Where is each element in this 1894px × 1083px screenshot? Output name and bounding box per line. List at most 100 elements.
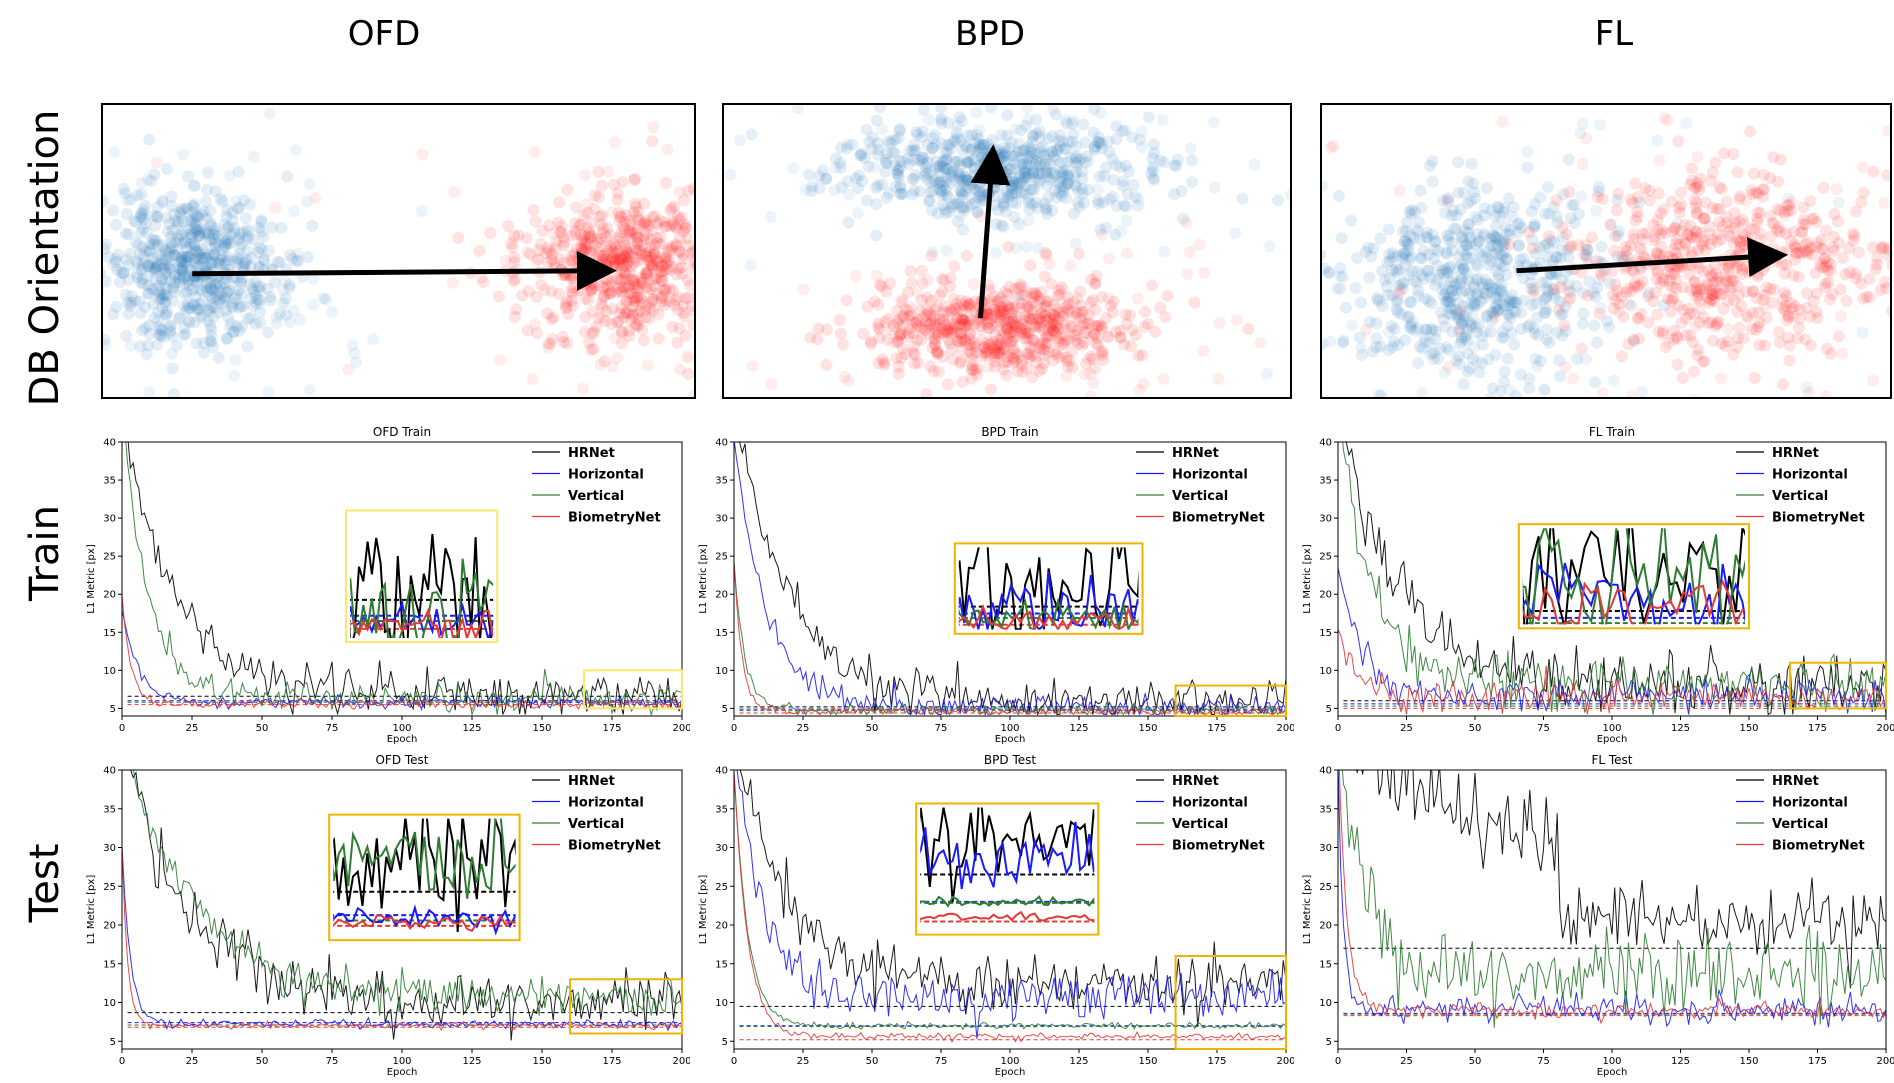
y-axis-label: L1 Metric [px] xyxy=(86,875,97,945)
x-tick-label: 150 xyxy=(1138,1056,1157,1067)
x-axis-label: Epoch xyxy=(995,734,1026,745)
y-tick-label: 40 xyxy=(103,438,116,449)
column-title-bpd: BPD xyxy=(840,14,1140,54)
y-tick-label: 40 xyxy=(715,438,728,449)
x-tick-label: 200 xyxy=(1876,1056,1894,1067)
x-tick-label: 200 xyxy=(1276,723,1294,734)
blue-cluster xyxy=(103,105,493,399)
x-tick-label: 150 xyxy=(1138,723,1157,734)
x-tick-label: 0 xyxy=(119,1056,125,1067)
scatter-panel-fl xyxy=(1320,103,1892,399)
legend-entry: Horizontal xyxy=(1172,796,1248,811)
column-title-fl: FL xyxy=(1464,14,1764,54)
y-tick-label: 30 xyxy=(103,843,116,854)
red-cluster xyxy=(724,210,1292,399)
y-tick-label: 25 xyxy=(1319,882,1332,893)
y-tick-label: 20 xyxy=(715,921,728,932)
y-tick-label: 10 xyxy=(1319,998,1332,1009)
y-tick-label: 30 xyxy=(1319,514,1332,525)
x-tick-label: 75 xyxy=(1537,1056,1550,1067)
y-tick-label: 40 xyxy=(103,766,116,777)
y-axis-label: L1 Metric [px] xyxy=(1302,544,1313,614)
x-tick-label: 100 xyxy=(392,1056,411,1067)
chart-title: OFD Test xyxy=(375,753,428,767)
y-tick-label: 35 xyxy=(103,476,116,487)
legend-entry: HRNet xyxy=(568,774,615,789)
x-axis-label: Epoch xyxy=(1597,734,1628,745)
x-tick-label: 125 xyxy=(1069,1056,1088,1067)
y-tick-label: 35 xyxy=(715,476,728,487)
x-tick-label: 0 xyxy=(1335,1056,1341,1067)
x-tick-label: 125 xyxy=(462,1056,481,1067)
y-tick-label: 10 xyxy=(103,998,116,1009)
x-tick-label: 175 xyxy=(1207,1056,1226,1067)
x-axis-label: Epoch xyxy=(387,1067,418,1078)
x-tick-label: 50 xyxy=(866,723,879,734)
legend-entry: Horizontal xyxy=(1772,468,1848,483)
legend-entry: BiometryNet xyxy=(1172,511,1265,526)
x-tick-label: 175 xyxy=(602,723,621,734)
chart-title: BPD Train xyxy=(981,425,1038,439)
y-tick-label: 35 xyxy=(1319,476,1332,487)
y-tick-label: 20 xyxy=(103,921,116,932)
y-tick-label: 5 xyxy=(1326,1037,1332,1048)
legend-entry: Vertical xyxy=(568,817,624,832)
y-tick-label: 25 xyxy=(715,882,728,893)
y-tick-label: 20 xyxy=(1319,590,1332,601)
scatter-panel-bpd xyxy=(722,103,1292,399)
x-tick-label: 200 xyxy=(1876,723,1894,734)
scatter-svg-ofd xyxy=(103,105,696,399)
x-tick-label: 175 xyxy=(602,1056,621,1067)
x-tick-label: 50 xyxy=(1469,1056,1482,1067)
row-label-train: Train xyxy=(22,453,68,653)
legend-entry: Vertical xyxy=(1172,817,1228,832)
y-axis-label: L1 Metric [px] xyxy=(698,875,709,945)
x-tick-label: 150 xyxy=(1739,1056,1758,1067)
x-tick-label: 200 xyxy=(672,1056,690,1067)
legend-entry: Vertical xyxy=(1772,817,1828,832)
legend-entry: HRNet xyxy=(1172,774,1219,789)
y-tick-label: 35 xyxy=(103,804,116,815)
legend-entry: Horizontal xyxy=(1172,468,1248,483)
x-tick-label: 200 xyxy=(672,723,690,734)
x-tick-label: 150 xyxy=(532,1056,551,1067)
scatter-svg-bpd xyxy=(724,105,1292,399)
y-tick-label: 15 xyxy=(103,628,116,639)
y-tick-label: 5 xyxy=(110,704,116,715)
chart-title: FL Test xyxy=(1591,753,1632,767)
x-tick-label: 25 xyxy=(186,723,199,734)
x-tick-label: 0 xyxy=(119,723,125,734)
x-axis-label: Epoch xyxy=(387,734,418,745)
legend-entry: HRNet xyxy=(1172,446,1219,461)
chart-title: OFD Train xyxy=(373,425,431,439)
y-tick-label: 20 xyxy=(715,590,728,601)
x-tick-label: 50 xyxy=(866,1056,879,1067)
y-tick-label: 30 xyxy=(103,514,116,525)
x-tick-label: 0 xyxy=(1335,723,1341,734)
row-label-db-orientation: DB Orientation xyxy=(22,108,68,408)
scatter-svg-fl xyxy=(1322,105,1892,399)
legend-entry: HRNet xyxy=(568,446,615,461)
y-tick-label: 5 xyxy=(1326,704,1332,715)
legend-entry: Horizontal xyxy=(1772,796,1848,811)
legend-entry: BiometryNet xyxy=(568,511,661,526)
y-tick-label: 40 xyxy=(715,766,728,777)
column-title-ofd: OFD xyxy=(234,14,534,54)
y-tick-label: 15 xyxy=(1319,628,1332,639)
x-tick-label: 25 xyxy=(1400,723,1413,734)
y-tick-label: 10 xyxy=(103,666,116,677)
x-tick-label: 75 xyxy=(1537,723,1550,734)
orientation-arrow xyxy=(192,271,597,274)
legend-entry: Horizontal xyxy=(568,796,644,811)
legend-entry: Vertical xyxy=(1772,489,1828,504)
x-tick-label: 175 xyxy=(1808,723,1827,734)
x-tick-label: 175 xyxy=(1207,723,1226,734)
